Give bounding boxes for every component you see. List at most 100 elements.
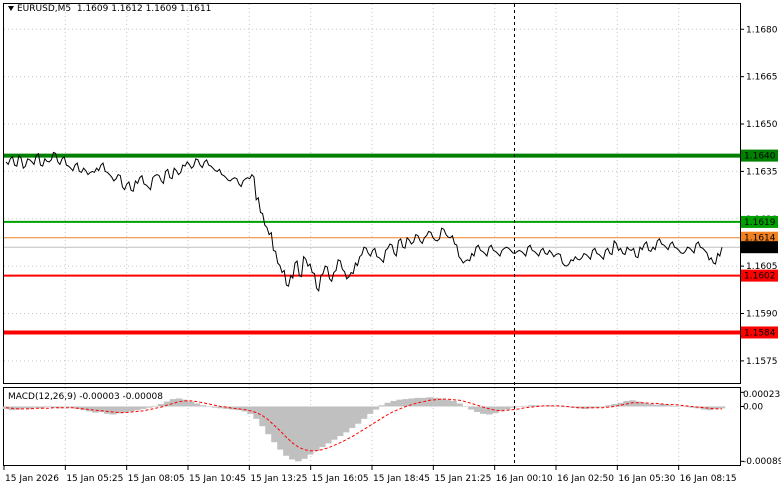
macd-bar xyxy=(32,406,40,408)
macd-bar xyxy=(205,406,213,407)
level-tag xyxy=(741,326,778,339)
macd-bar xyxy=(14,406,22,410)
level-tag xyxy=(741,215,778,228)
macd-bar xyxy=(444,399,451,407)
macd-bar xyxy=(366,406,374,414)
macd-bar xyxy=(718,406,726,409)
y-tick-label: 1.1590 xyxy=(746,310,778,320)
macd-bar xyxy=(20,406,28,409)
level-tag xyxy=(741,241,778,254)
macd-bar xyxy=(163,401,171,407)
macd-bar xyxy=(169,399,177,407)
macd-bar xyxy=(235,406,242,411)
price-axis-labels: 1.16801.16651.16501.16351.16201.16051.15… xyxy=(740,25,778,367)
macd-bar xyxy=(223,406,231,409)
price-levels xyxy=(4,153,740,335)
macd-bar xyxy=(426,397,433,407)
macd-bar xyxy=(330,406,338,440)
macd-bar xyxy=(605,405,612,407)
macd-bar xyxy=(456,403,463,407)
macd-bar xyxy=(676,406,684,407)
macd-bar xyxy=(277,406,284,450)
x-tick-label: 15 Jan 10:45 xyxy=(189,474,246,484)
macd-bar xyxy=(324,406,332,444)
level-tag-label: 1.1602 xyxy=(744,272,776,282)
chart-header: EURUSD,M5 1.1609 1.1612 1.1609 1.1611 xyxy=(8,4,211,14)
level-tag-label: 1.1611 xyxy=(744,243,776,253)
macd-bar xyxy=(122,406,129,413)
level-tag xyxy=(741,149,778,162)
x-tick-label: 16 Jan 02:50 xyxy=(557,474,614,484)
macd-bar xyxy=(128,406,135,412)
macd-bar xyxy=(193,403,201,407)
macd-bar xyxy=(175,398,183,407)
time-axis-labels: 15 Jan 2026 15 Jan 05:25 15 Jan 08:05 15 Ja… xyxy=(3,466,737,484)
macd-bar xyxy=(486,406,493,415)
macd-bar xyxy=(348,406,356,429)
x-tick-label: 16 Jan 08:15 xyxy=(680,474,737,484)
x-tick-label: 15 Jan 05:25 xyxy=(66,474,123,484)
macd-bar xyxy=(653,404,660,407)
macd-bar xyxy=(301,406,308,459)
macd-bar xyxy=(599,406,606,408)
macd-bar xyxy=(217,406,225,409)
macd-bar xyxy=(98,406,105,413)
macd-bar xyxy=(253,406,260,419)
macd-bar xyxy=(360,406,368,419)
macd-bar xyxy=(241,406,248,412)
macd-bar xyxy=(390,400,398,407)
macd-bar xyxy=(503,406,511,410)
macd-bar xyxy=(259,406,266,427)
macd-bar xyxy=(151,405,159,407)
macd-bar xyxy=(336,406,344,437)
macd-bar xyxy=(647,404,654,407)
x-tick-label: 15 Jan 2026 xyxy=(5,474,59,484)
macd-bar xyxy=(629,400,636,407)
macd-bar xyxy=(50,406,58,408)
level-tag-label: 1.1614 xyxy=(744,234,776,244)
macd-bar xyxy=(378,405,386,407)
macd-bar xyxy=(432,397,439,407)
dropdown-triangle-icon[interactable] xyxy=(8,6,14,11)
macd-bar xyxy=(527,405,535,407)
macd-bar xyxy=(688,406,696,408)
macd-bar xyxy=(145,406,153,408)
macd-bar xyxy=(342,406,350,433)
macd-bar xyxy=(480,406,487,414)
macd-bar xyxy=(26,406,34,409)
macd-bar xyxy=(68,406,75,408)
macd-title: MACD(12,26,9) -0.00003 -0.00008 xyxy=(8,392,163,402)
macd-bar xyxy=(384,402,392,407)
macd-bar xyxy=(229,406,237,410)
macd-bar xyxy=(587,406,595,409)
macd-bar xyxy=(283,406,290,456)
macd-bar xyxy=(396,399,404,407)
y-tick-label: 1.1605 xyxy=(746,262,778,272)
macd-bar xyxy=(611,404,618,407)
macd-bar xyxy=(617,402,624,407)
macd-bar xyxy=(211,406,219,408)
macd-bar xyxy=(420,397,427,407)
y-tick-label: 1.1635 xyxy=(746,167,778,177)
macd-bar xyxy=(372,406,380,410)
macd-bar xyxy=(557,406,565,407)
macd-bar xyxy=(515,406,523,407)
level-tag-label: 1.1584 xyxy=(744,328,776,338)
macd-bar xyxy=(551,405,559,407)
macd-bar xyxy=(187,401,195,407)
macd-bar xyxy=(641,402,648,407)
macd-bar xyxy=(318,406,326,448)
macd-axis-labels: 0.00023 0.00 -0.00089 xyxy=(740,390,781,467)
macd-bar xyxy=(474,406,481,413)
macd-bar xyxy=(462,406,469,407)
macd-bar xyxy=(110,406,117,415)
macd-bar xyxy=(706,406,714,411)
y-tick-label: 1.1650 xyxy=(746,120,778,130)
macd-bar xyxy=(438,398,445,407)
level-tag-label: 1.1619 xyxy=(744,218,776,228)
macd-bar xyxy=(414,397,421,407)
macd-bar xyxy=(307,406,314,455)
x-tick-label: 15 Jan 18:45 xyxy=(373,474,430,484)
